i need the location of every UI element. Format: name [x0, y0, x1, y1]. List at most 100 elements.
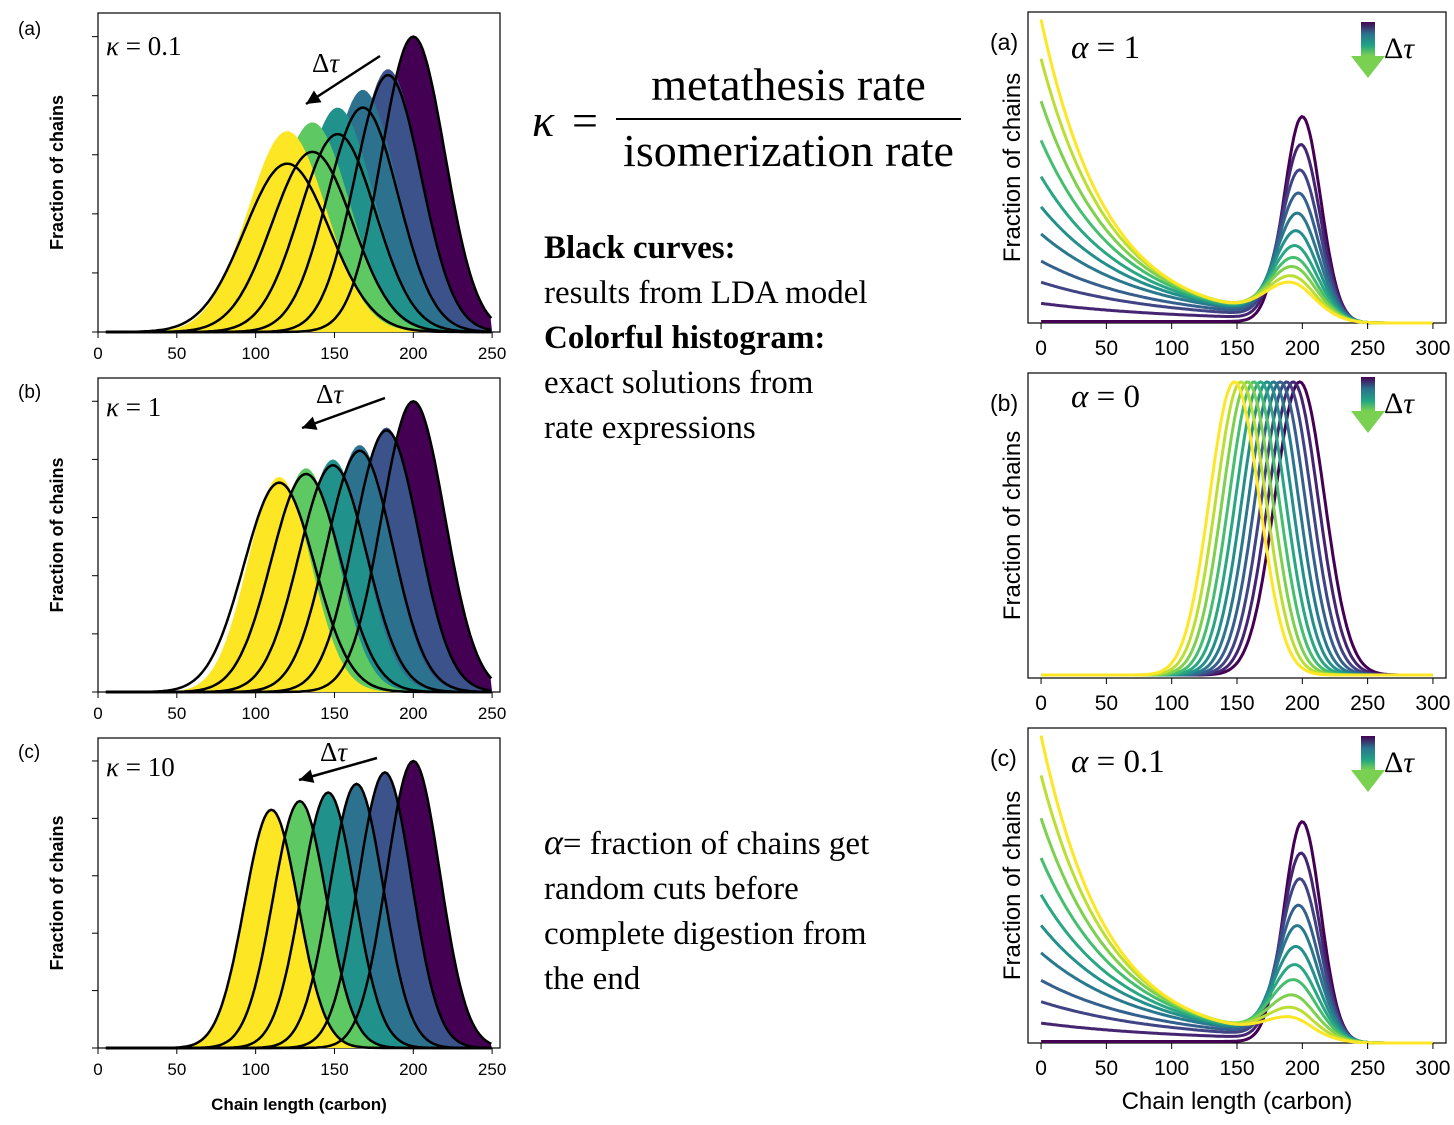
right-a-xtick-label-50: 50 — [1095, 337, 1118, 360]
left-b-xtick-label-200: 200 — [399, 704, 427, 723]
left-b-ylabel: Fraction of chains — [47, 457, 67, 612]
kappa-numerator: metathesis rate — [651, 59, 926, 110]
right-c-xtick-label-300: 300 — [1415, 1057, 1450, 1080]
right-a-delta-tau-label: Δτ — [1384, 32, 1415, 65]
left-a-delta-tau-label: Δτ — [312, 48, 340, 78]
left-a-xtick-label-150: 150 — [320, 344, 348, 363]
left-b-delta-tau-arrow-shaft — [301, 396, 386, 430]
right-a-arrow-head — [1351, 56, 1385, 78]
right-c-series-10 — [1039, 735, 1433, 1045]
right-a-delta-tau-arrow — [1351, 22, 1385, 78]
right-c-xtick-label-150: 150 — [1219, 1057, 1254, 1080]
right-a-xtick-label-100: 100 — [1154, 337, 1189, 360]
left-a-xtick-label-0: 0 — [93, 344, 102, 363]
left-c-xtick-label-0: 0 — [93, 1060, 102, 1079]
right-c-xtick-label-200: 200 — [1285, 1057, 1320, 1080]
right-a-xtick-label-200: 200 — [1285, 337, 1320, 360]
right-c-ylabel: Fraction of chains — [999, 791, 1026, 980]
left-c-xtick-label-100: 100 — [241, 1060, 269, 1079]
left-a-delta-tau-arrow-head — [306, 90, 322, 104]
left-a-delta-tau-arrow — [305, 54, 381, 106]
right-c-xlabel: Chain length (carbon) — [1122, 1088, 1353, 1115]
left-b-xtick-label-250: 250 — [478, 704, 506, 723]
right-b-xtick-label-100: 100 — [1154, 692, 1189, 715]
right-a-series-10 — [1039, 19, 1433, 325]
alpha-line-3: complete digestion from — [544, 916, 867, 952]
right-a-xtick-label-150: 150 — [1219, 337, 1254, 360]
left-a-xtick-label-50: 50 — [167, 344, 186, 363]
left-c-delta-tau-arrow-head — [299, 769, 315, 783]
left-c-xtick-label-50: 50 — [167, 1060, 186, 1079]
left-a-delta-tau-arrow-shaft — [305, 54, 381, 106]
right-c-arrow-shaft — [1361, 736, 1375, 770]
black-curves-title: Black curves: — [544, 230, 736, 266]
right-c-xtick-label-250: 250 — [1350, 1057, 1385, 1080]
left-b-xtick-label-100: 100 — [241, 704, 269, 723]
right-b-xtick-label-300: 300 — [1415, 692, 1450, 715]
alpha-definition: α= fraction of chains get random cuts be… — [544, 820, 869, 1002]
left-b-annotation: κ = 1 — [106, 392, 161, 422]
alpha-line-1: α= fraction of chains get — [544, 822, 870, 862]
right-a-ylabel: Fraction of chains — [999, 73, 1026, 262]
left-a-ylabel: Fraction of chains — [47, 95, 67, 250]
left-c-annotation: κ = 10 — [106, 752, 175, 782]
histogram-title: Colorful histogram: — [544, 320, 826, 356]
alpha-symbol: α — [544, 822, 563, 862]
right-a-xtick-label-300: 300 — [1415, 337, 1450, 360]
right-c-xtick-label-0: 0 — [1035, 1057, 1047, 1080]
kappa-symbol: κ — [532, 95, 555, 146]
left-c-delta-tau-arrow — [298, 756, 378, 783]
left-c-lda-curve-5 — [105, 808, 492, 1050]
right-b-series-10 — [1041, 380, 1433, 677]
right-b-arrow-shaft — [1361, 377, 1375, 411]
right-c-xtick-label-100: 100 — [1154, 1057, 1189, 1080]
left-a-xtick-label-200: 200 — [399, 344, 427, 363]
left-b-xtick-label-50: 50 — [167, 704, 186, 723]
chart-left-b: 0 50 100 150 200 250 Fraction of chains (b) κ = … — [18, 377, 506, 723]
histogram-description-2: rate expressions — [544, 410, 756, 446]
right-c-xtick-label-50: 50 — [1095, 1057, 1118, 1080]
right-a-xtick-label-250: 250 — [1350, 337, 1385, 360]
right-b-xtick-label-250: 250 — [1350, 692, 1385, 715]
right-b-xtick-label-150: 150 — [1219, 692, 1254, 715]
legend-text-block: Black curves: results from LDA model Col… — [544, 226, 868, 451]
left-a-xtick-label-250: 250 — [478, 344, 506, 363]
left-a-panel-label: (a) — [18, 19, 41, 40]
left-b-panel-label: (b) — [18, 382, 41, 403]
right-a-xtick-label-0: 0 — [1035, 337, 1047, 360]
kappa-denominator: isomerization rate — [623, 125, 954, 176]
left-c-delta-tau-label: Δτ — [320, 737, 348, 767]
left-b-histogram-2 — [105, 445, 493, 692]
right-c-delta-tau-arrow — [1351, 736, 1385, 792]
left-c-xlabel: Chain length (carbon) — [211, 1095, 387, 1114]
chart-right-a: 0 50 100 150 200 250 300 Fraction of chains (a) α… — [990, 11, 1450, 360]
right-b-xtick-label-200: 200 — [1285, 692, 1320, 715]
left-b-delta-tau-arrow — [301, 396, 386, 430]
kappa-equals: = — [572, 95, 598, 146]
fraction-bar — [616, 118, 961, 120]
black-curves-description: results from LDA model — [544, 275, 868, 311]
right-b-ylabel: Fraction of chains — [999, 431, 1026, 620]
chart-left-a: 0 50 100 150 200 250 Fraction of chains (a) κ = … — [18, 12, 506, 363]
chart-right-b: 0 50 100 150 200 250 300 Fraction of chains (b) α… — [990, 372, 1450, 715]
left-a-annotation: κ = 0.1 — [106, 31, 181, 61]
left-c-xtick-label-200: 200 — [399, 1060, 427, 1079]
left-b-xtick-label-0: 0 — [93, 704, 102, 723]
kappa-definition: κ = metathesis rate isomerization rate — [532, 58, 972, 188]
right-a-arrow-shaft — [1361, 22, 1375, 56]
right-b-panel-label: (b) — [990, 390, 1018, 416]
left-a-xtick-label-100: 100 — [241, 344, 269, 363]
left-b-delta-tau-arrow-head — [302, 416, 318, 430]
right-b-delta-tau-label: Δτ — [1384, 387, 1415, 420]
chart-left-c: 0 50 100 150 200 250 Fraction of chains Chain l… — [18, 737, 506, 1114]
alpha-line-2: random cuts before — [544, 871, 799, 907]
right-b-xtick-label-50: 50 — [1095, 692, 1118, 715]
right-c-arrow-head — [1351, 770, 1385, 792]
left-a-lda-curve-4 — [105, 150, 492, 334]
right-b-annotation: α = 0 — [1071, 379, 1140, 415]
right-b-delta-tau-arrow — [1351, 377, 1385, 433]
left-c-histogram-2 — [105, 784, 493, 1048]
left-b-histogram-5 — [105, 476, 493, 692]
right-c-annotation: α = 0.1 — [1071, 744, 1165, 780]
